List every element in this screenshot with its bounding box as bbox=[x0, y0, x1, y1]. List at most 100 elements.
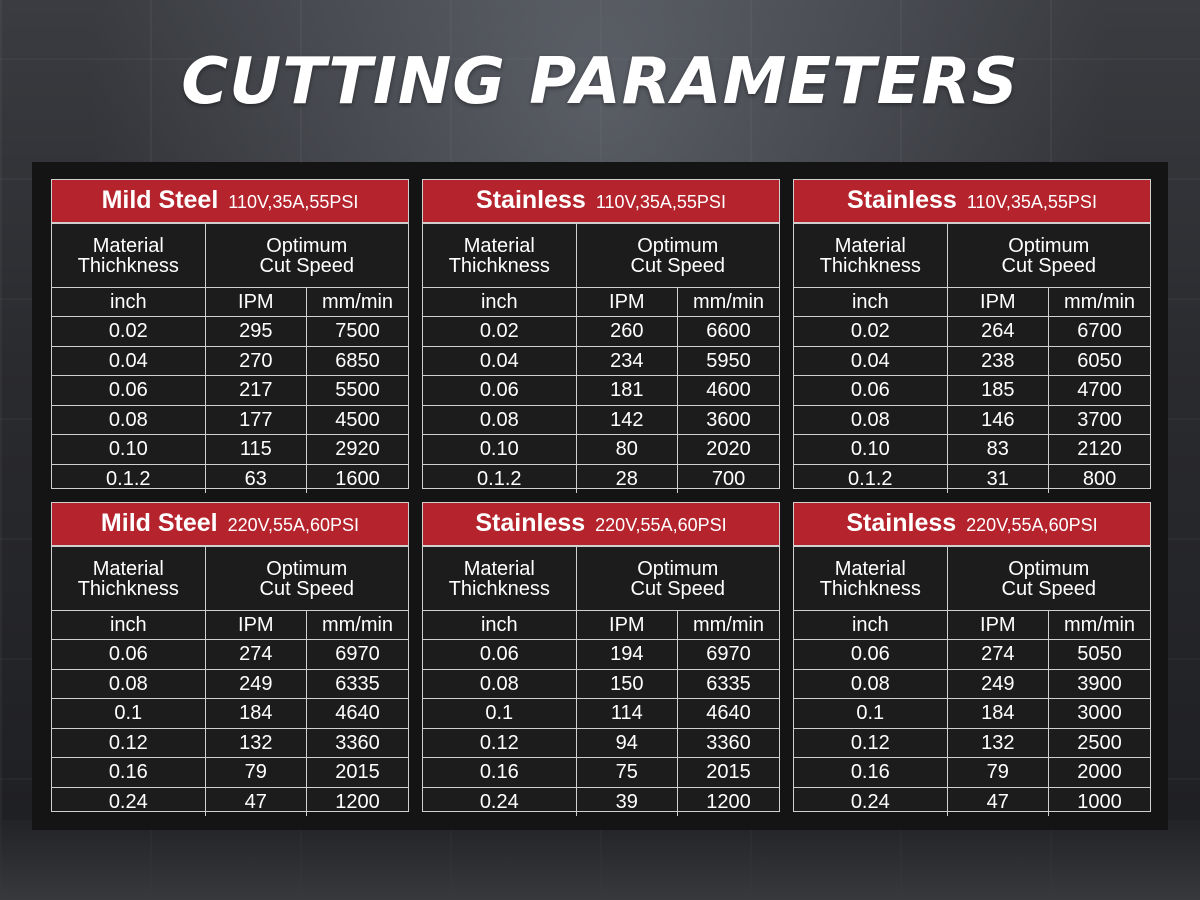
table-row: 0.1 184 4640 bbox=[52, 698, 408, 729]
cut-speed-header: Optimum Cut Speed bbox=[946, 223, 1150, 288]
thickness-cell: 0.08 bbox=[52, 668, 206, 699]
parameters-table: Material Thichkness Optimum Cut Speed inch IP… bbox=[423, 223, 779, 493]
thickness-cell: 0.24 bbox=[52, 786, 206, 816]
unit-cell: IPM bbox=[575, 610, 679, 640]
material-thickness-header: Material Thichkness bbox=[794, 223, 948, 288]
material-name: Mild Steel bbox=[101, 186, 219, 214]
unit-row: inch IPM mm/min bbox=[794, 287, 1150, 317]
thickness-cell: 0.06 bbox=[794, 639, 948, 670]
ipm-cell: 270 bbox=[204, 345, 308, 376]
ipm-cell: 274 bbox=[204, 639, 308, 670]
table-row: 0.10 83 2120 bbox=[794, 434, 1150, 465]
table-row: 0.08 150 6335 bbox=[423, 668, 779, 699]
mm-per-min-cell: 6970 bbox=[677, 639, 779, 670]
ipm-cell: 146 bbox=[946, 404, 1050, 435]
thickness-cell: 0.16 bbox=[794, 757, 948, 788]
power-spec: 220V,55A,60PSI bbox=[227, 515, 360, 535]
table-row: 0.16 75 2015 bbox=[423, 757, 779, 788]
ipm-cell: 94 bbox=[575, 727, 679, 758]
table-row: 0.12 94 3360 bbox=[423, 727, 779, 758]
table-row: 0.02 264 6700 bbox=[794, 316, 1150, 347]
header-text: Thichkness bbox=[819, 254, 921, 277]
mm-per-min-cell: 3360 bbox=[306, 727, 408, 758]
ipm-cell: 115 bbox=[204, 434, 308, 465]
material-name: Stainless bbox=[475, 509, 586, 537]
header-text: Material bbox=[92, 234, 164, 257]
table-row: 0.06 194 6970 bbox=[423, 639, 779, 670]
unit-row: inch IPM mm/min bbox=[423, 610, 779, 640]
ipm-cell: 194 bbox=[575, 639, 679, 670]
thickness-cell: 0.1.2 bbox=[423, 463, 577, 493]
panel-mild-steel-220v: Mild Steel 220V,55A,60PSI Material Thichkne… bbox=[51, 502, 409, 816]
thickness-cell: 0.24 bbox=[794, 786, 948, 816]
panel-header: Stainless 110V,35A,55PSI bbox=[794, 180, 1150, 223]
ipm-cell: 63 bbox=[204, 463, 308, 493]
mm-per-min-cell: 3360 bbox=[677, 727, 779, 758]
unit-cell: inch bbox=[423, 287, 577, 317]
mm-per-min-cell: 1600 bbox=[306, 463, 408, 493]
thickness-cell: 0.08 bbox=[423, 404, 577, 435]
mm-per-min-cell: 5050 bbox=[1048, 639, 1150, 670]
table-row: 0.04 234 5950 bbox=[423, 345, 779, 376]
ipm-cell: 238 bbox=[946, 345, 1050, 376]
ipm-cell: 80 bbox=[575, 434, 679, 465]
mm-per-min-cell: 1000 bbox=[1048, 786, 1150, 816]
mm-per-min-cell: 4500 bbox=[306, 404, 408, 435]
panel-header: Stainless 220V,55A,60PSI bbox=[423, 503, 779, 546]
table-row: 0.02 260 6600 bbox=[423, 316, 779, 347]
table-row: 0.10 115 2920 bbox=[52, 434, 408, 465]
mm-per-min-cell: 4600 bbox=[677, 375, 779, 406]
mm-per-min-cell: 4640 bbox=[306, 698, 408, 729]
ipm-cell: 181 bbox=[575, 375, 679, 406]
header-text: Material bbox=[834, 557, 906, 580]
material-thickness-header: Material Thichkness bbox=[423, 546, 577, 611]
unit-cell: IPM bbox=[204, 610, 308, 640]
header-text: Optimum bbox=[1008, 557, 1090, 580]
thickness-cell: 0.1.2 bbox=[52, 463, 206, 493]
header-text: Material bbox=[834, 234, 906, 257]
unit-row: inch IPM mm/min bbox=[52, 610, 408, 640]
table-row: 0.06 274 5050 bbox=[794, 639, 1150, 670]
ipm-cell: 249 bbox=[204, 668, 308, 699]
header-row: Material Thichkness Optimum Cut Speed bbox=[794, 223, 1150, 288]
mm-per-min-cell: 4700 bbox=[1048, 375, 1150, 406]
unit-cell: mm/min bbox=[306, 287, 408, 317]
header-row: Material Thichkness Optimum Cut Speed bbox=[794, 546, 1150, 611]
unit-cell: inch bbox=[52, 287, 206, 317]
panel-stainless-110v-b: Stainless 110V,35A,55PSI Material Thichknes… bbox=[793, 179, 1151, 493]
unit-cell: mm/min bbox=[306, 610, 408, 640]
unit-cell: inch bbox=[794, 287, 948, 317]
header-text: Optimum bbox=[1008, 234, 1090, 257]
ipm-cell: 177 bbox=[204, 404, 308, 435]
mm-per-min-cell: 6335 bbox=[306, 668, 408, 699]
ipm-cell: 260 bbox=[575, 316, 679, 347]
table-row: 0.06 217 5500 bbox=[52, 375, 408, 406]
ipm-cell: 83 bbox=[946, 434, 1050, 465]
mm-per-min-cell: 6600 bbox=[677, 316, 779, 347]
mm-per-min-cell: 2000 bbox=[1048, 757, 1150, 788]
header-text: Thichkness bbox=[448, 254, 550, 277]
ipm-cell: 79 bbox=[946, 757, 1050, 788]
material-thickness-header: Material Thichkness bbox=[423, 223, 577, 288]
material-name: Stainless bbox=[476, 186, 586, 214]
header-text: Optimum bbox=[266, 234, 348, 257]
mm-per-min-cell: 2920 bbox=[306, 434, 408, 465]
parameters-table: Material Thichkness Optimum Cut Speed inch IP… bbox=[794, 223, 1150, 493]
thickness-cell: 0.08 bbox=[794, 404, 948, 435]
ipm-cell: 150 bbox=[575, 668, 679, 699]
ipm-cell: 184 bbox=[946, 698, 1050, 729]
page-title: CUTTING PARAMETERS bbox=[181, 45, 1019, 119]
mm-per-min-cell: 1200 bbox=[306, 786, 408, 816]
header-text: Optimum bbox=[266, 557, 348, 580]
ipm-cell: 31 bbox=[946, 463, 1050, 493]
header-text: Cut Speed bbox=[259, 577, 355, 600]
table-row: 0.1 184 3000 bbox=[794, 698, 1150, 729]
mm-per-min-cell: 3900 bbox=[1048, 668, 1150, 699]
header-row: Material Thichkness Optimum Cut Speed bbox=[52, 546, 408, 611]
thickness-cell: 0.06 bbox=[794, 375, 948, 406]
header-text: Thichkness bbox=[819, 577, 921, 600]
header-text: Cut Speed bbox=[630, 577, 726, 600]
power-spec: 220V,55A,60PSI bbox=[595, 515, 727, 535]
material-name: Stainless bbox=[846, 509, 957, 537]
unit-cell: inch bbox=[794, 610, 948, 640]
